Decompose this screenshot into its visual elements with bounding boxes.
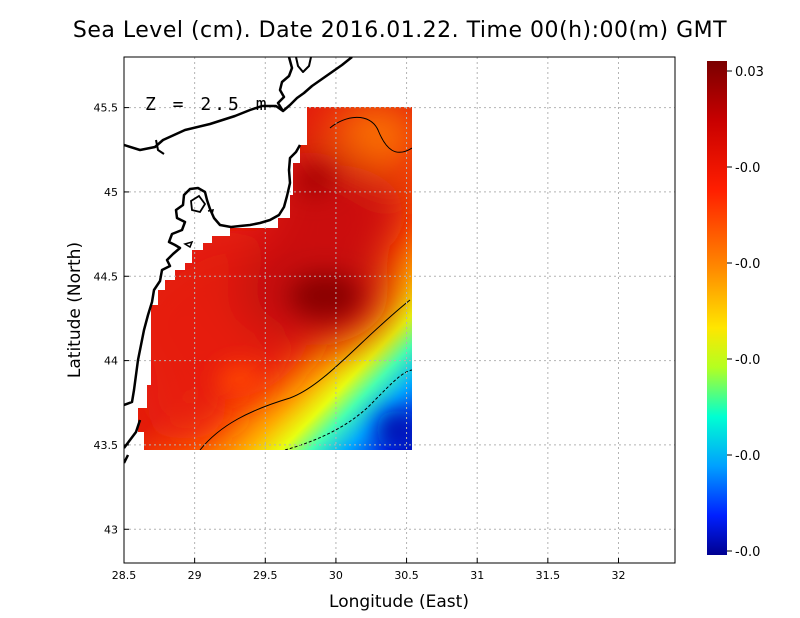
- y-axis-label: Latitude (North): [65, 242, 85, 378]
- colorbar-gradient: [707, 61, 727, 555]
- x-tick-label: 31: [470, 569, 484, 582]
- sea-level-field: [138, 107, 412, 450]
- x-axis-ticks: 28.5 29 29.5 30 30.5 31 31.5 32: [112, 558, 625, 582]
- colorbar-ticks: 0.03 -0.0 -0.0 -0.0 -0.0 -0.0: [727, 65, 764, 560]
- y-axis-ticks: 43 43.5 44 44.5 45 45.5: [94, 102, 129, 536]
- coastline: [124, 57, 353, 464]
- colorbar-tick-label: -0.0: [735, 257, 760, 272]
- y-tick-label: 45.5: [94, 102, 119, 115]
- y-tick-label: 44.5: [94, 270, 119, 283]
- colorbar-tick-label: 0.03: [735, 65, 764, 80]
- y-tick-label: 45: [104, 186, 118, 199]
- y-tick-label: 43: [104, 523, 118, 536]
- depth-label: Z = 2.5 m: [145, 94, 270, 115]
- map-frame: 28.5 29 29.5 30 30.5 31 31.5 32 4343.54444.5454…: [94, 56, 676, 582]
- colorbar-tick-label: -0.0: [735, 161, 760, 176]
- x-tick-label: 29: [188, 569, 202, 582]
- x-tick-label: 30: [329, 569, 343, 582]
- colorbar: 0.03 -0.0 -0.0 -0.0 -0.0 -0.0: [707, 61, 764, 560]
- x-tick-label: 32: [611, 569, 625, 582]
- y-tick-label: 44: [104, 355, 118, 368]
- x-tick-label: 31.5: [536, 569, 561, 582]
- x-tick-label: 30.5: [394, 569, 419, 582]
- colorbar-tick-label: -0.0: [735, 353, 760, 368]
- x-tick-label: 29.5: [253, 569, 278, 582]
- colorbar-tick-label: -0.0: [735, 545, 760, 560]
- map-title: Sea Level (cm). Date 2016.01.22. Time 00…: [72, 18, 728, 43]
- colorbar-tick-label: -0.0: [735, 449, 760, 464]
- y-tick-label: 43.5: [94, 439, 119, 452]
- x-tick-label: 28.5: [112, 569, 137, 582]
- x-axis-label: Longitude (East): [329, 592, 469, 612]
- grid-lines: [124, 57, 675, 563]
